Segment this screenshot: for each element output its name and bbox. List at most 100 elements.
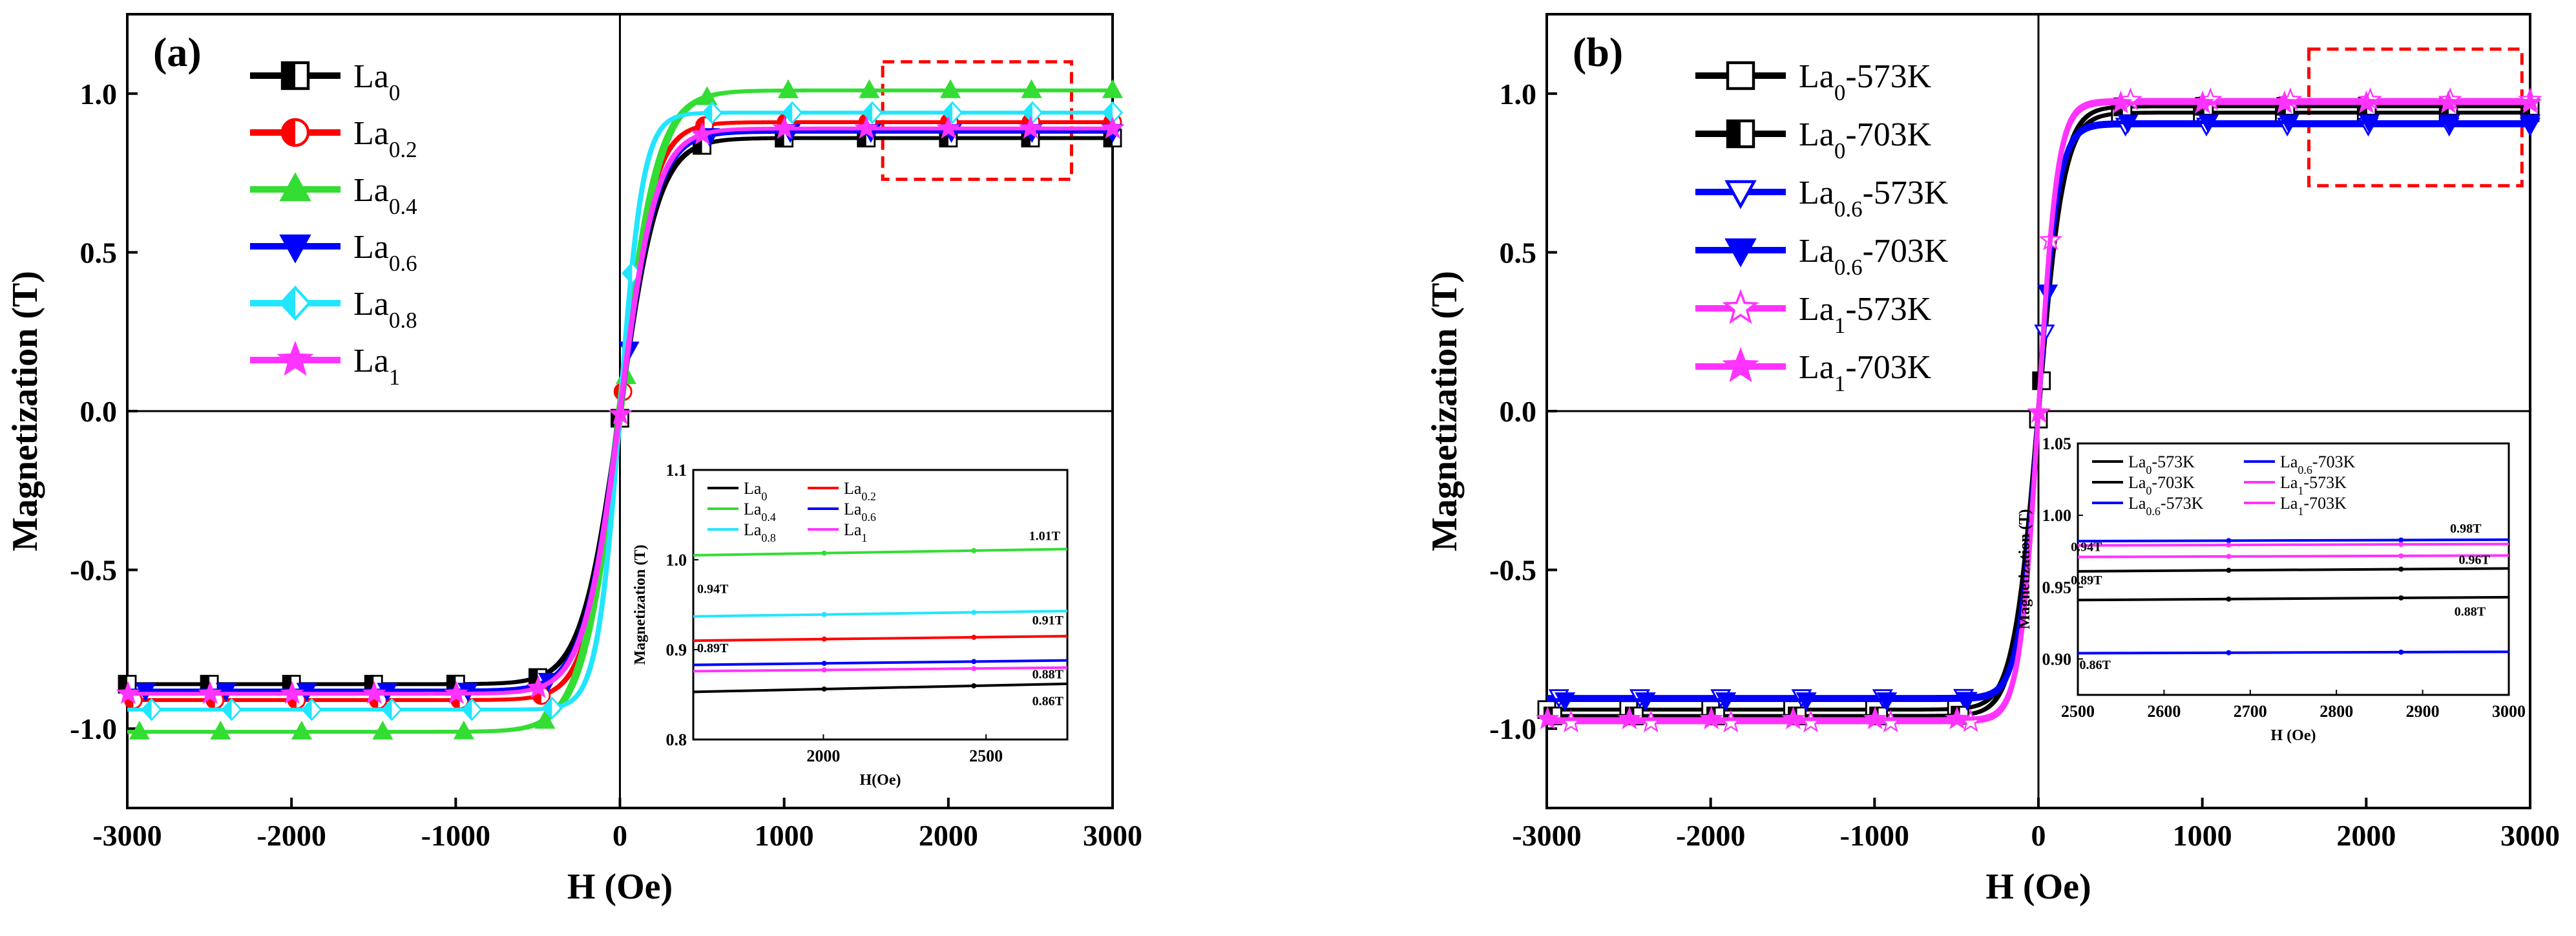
inset-legend-item-5: La1-703K: [2244, 494, 2347, 518]
series-5: [1535, 90, 2542, 730]
marker-body: [696, 86, 718, 105]
chart-panel-a: -3000 -2000 -1000 0 1000 2000 3000 -1.0 -0.5 0.0 0…: [5, 13, 1142, 907]
y-tick-label: -0.5: [70, 554, 117, 587]
inset-annotation: 0.94T: [2071, 540, 2102, 555]
chart-panel-b: -3000 -2000 -1000 0 1000 2000 3000 -1.0 -0.5 0.0 0…: [1425, 13, 2560, 907]
marker-fill: [529, 669, 538, 686]
marker-body: [777, 79, 799, 98]
marker-body: [279, 234, 311, 264]
series-marker: [221, 698, 242, 721]
marker-body: [444, 681, 468, 704]
series-marker: [772, 116, 797, 139]
inset-legend: La0 La0.2 La0.4 La0.6 La0.8 La1: [707, 479, 876, 544]
highlight-box: [2307, 47, 2524, 187]
marker-body: [1726, 61, 1755, 90]
marker-body: [1635, 692, 1656, 712]
legend-item-0: La0: [250, 58, 400, 105]
marker-fill: [281, 288, 295, 319]
inset-series-5: [2077, 542, 2509, 548]
series-marker: [444, 681, 468, 704]
inset-marker: [2226, 542, 2232, 548]
inset-y-tick-label: 1.05: [2042, 434, 2072, 453]
inset: 2000 2500 0.8 0.9 1.0 1.1 H(Oe) Magnetization (…: [632, 461, 1069, 789]
series-marker: [2278, 114, 2299, 134]
inset-legend-item-3: La0.6-703K: [2244, 452, 2356, 476]
series-marker: [2197, 114, 2219, 134]
inset-y-tick-label: 0.90: [2042, 650, 2072, 668]
series-marker: [526, 675, 550, 698]
marker-body: [1555, 692, 1576, 712]
series-marker: [1956, 692, 1978, 711]
legend: La0-573K La0-703K La0.6-573K La0.6-703K La1-…: [1695, 58, 1949, 396]
inset-marker: [821, 667, 827, 673]
inset-y-tick-label: 1.1: [666, 461, 687, 480]
panel-label: (b): [1573, 29, 1623, 75]
inset-marker: [971, 683, 977, 688]
inset-legend-item-1: La0-703K: [2092, 473, 2195, 497]
x-tick-label: -2000: [1676, 819, 1745, 852]
inset-marker: [2226, 553, 2232, 559]
series-marker: [1021, 79, 1042, 98]
inset-marker: [821, 550, 827, 556]
inset-marker: [821, 686, 827, 692]
legend-marker: [279, 172, 311, 202]
x-tick-label: 0: [613, 819, 627, 852]
inset-legend-label: La0.6-573K: [2128, 494, 2204, 518]
marker-body: [129, 720, 150, 739]
inset-x-tick-label: 2000: [806, 747, 840, 765]
marker-body: [2519, 114, 2541, 134]
inset-series-1: [2077, 566, 2509, 573]
legend-item-1: La0-703K: [1695, 116, 1932, 164]
x-axis-title: H (Oe): [567, 867, 673, 907]
inset-marker: [971, 659, 977, 665]
series-marker: [381, 698, 403, 721]
inset-y-tick-label: 0.8: [666, 730, 687, 749]
inset-series-2: [2077, 649, 2509, 655]
marker-body: [1535, 706, 1560, 730]
marker-body: [859, 79, 880, 98]
y-tick-label: 1.0: [80, 78, 118, 111]
inset-x-title: H (Oe): [2271, 727, 2316, 744]
inset: 2500 2600 2700 2800 2900 3000 0.90 0.95 1.00 1.05…: [2016, 434, 2526, 744]
inset-line: [2077, 595, 2509, 602]
series-marker: [777, 79, 799, 98]
x-tick-label: 2000: [919, 819, 978, 852]
inset-x-tick-label: 2500: [2061, 702, 2095, 721]
inset-y-title: Magnetization (T): [2016, 509, 2033, 630]
y-tick-label: 0.5: [1500, 236, 1537, 269]
marker-fill: [282, 120, 295, 145]
inset-annotation: 0.94T: [697, 582, 729, 596]
series-marker: [1555, 692, 1576, 712]
marker-fill: [702, 102, 713, 123]
inset-legend-label: La0-573K: [2128, 452, 2195, 476]
marker-body: [2518, 90, 2542, 114]
inset-line: [693, 610, 1068, 618]
marker-body: [1722, 288, 1759, 324]
legend-item-4: La1-573K: [1695, 288, 1932, 338]
inset-line: [693, 635, 1068, 643]
inset-line: [2077, 542, 2509, 547]
legend-label: La0-703K: [1799, 116, 1932, 164]
inset-marker: [971, 666, 977, 672]
y-tick-label: 0.0: [80, 395, 118, 428]
legend-item-5: La1-703K: [1695, 346, 1932, 396]
series-marker: [541, 696, 563, 720]
series-marker: [608, 401, 633, 425]
series-marker: [1102, 79, 1124, 98]
inset-marker: [2398, 537, 2404, 543]
legend-label: La1: [353, 343, 400, 390]
series-marker: [1796, 692, 1817, 712]
series-marker: [2436, 90, 2460, 114]
inset-marker: [2398, 542, 2404, 548]
inset-x-tick-label: 2600: [2147, 702, 2181, 721]
marker-fill: [222, 699, 232, 720]
inset-legend-item-4: La0.8: [707, 520, 776, 544]
legend-marker: [1724, 180, 1757, 209]
legend-marker: [1722, 288, 1759, 324]
marker-body: [1100, 116, 1125, 139]
series-marker: [1699, 706, 1724, 730]
x-axis-title: H (Oe): [1985, 867, 2091, 907]
marker-body: [2190, 90, 2215, 114]
